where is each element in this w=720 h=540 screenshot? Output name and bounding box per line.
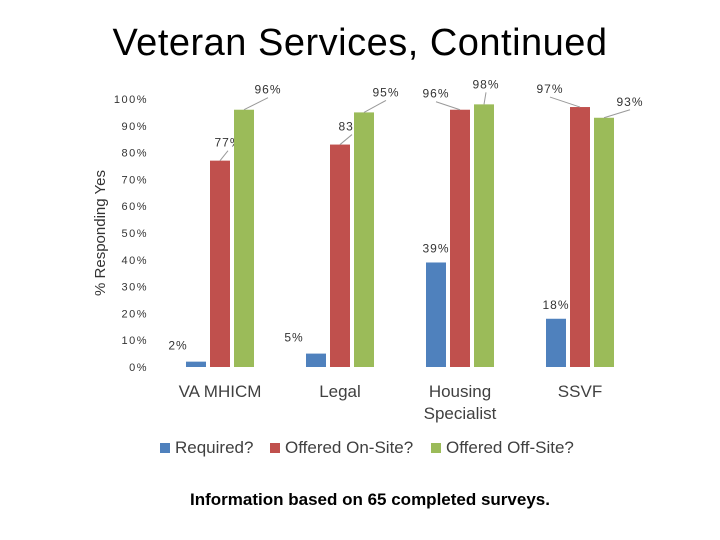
bar	[354, 112, 374, 368]
y-tick-label: 60%	[121, 201, 148, 213]
bar	[426, 262, 446, 367]
data-label: 96%	[254, 83, 281, 97]
bar	[234, 109, 254, 367]
category-label: Specialist	[424, 404, 497, 423]
label-leader	[243, 97, 269, 111]
data-label: 95%	[372, 85, 399, 99]
y-tick-label: 90%	[121, 121, 148, 133]
label-leader	[549, 96, 581, 108]
bar	[330, 144, 350, 367]
y-tick-label: 10%	[121, 335, 148, 347]
category-label: Housing	[429, 382, 491, 401]
y-tick-label: 80%	[121, 148, 148, 160]
label-leader	[363, 99, 387, 113]
legend-entry: Required?	[175, 438, 253, 457]
bar	[306, 353, 326, 367]
bar	[474, 104, 494, 368]
data-label: 98%	[472, 77, 499, 91]
legend-swatch	[270, 443, 280, 453]
footnote: Information based on 65 completed survey…	[190, 490, 550, 509]
label-leader	[339, 134, 353, 145]
category-label: Legal	[319, 382, 361, 401]
bar	[594, 117, 614, 367]
bar	[450, 109, 470, 367]
legend-swatch	[431, 443, 441, 453]
label-leader	[603, 109, 631, 119]
legend-entry: Offered Off-Site?	[446, 438, 574, 457]
y-tick-label: 40%	[121, 255, 148, 267]
bar	[570, 107, 590, 367]
y-tick-label: 70%	[121, 174, 148, 186]
data-label: 18%	[542, 298, 569, 312]
legend-swatch	[160, 443, 170, 453]
label-leader	[435, 101, 461, 111]
bar	[210, 160, 230, 367]
legend-entry: Offered On-Site?	[285, 438, 413, 457]
slide-title: Veteran Services, Continued	[112, 22, 608, 64]
bar	[546, 318, 566, 367]
data-label: 96%	[422, 87, 449, 101]
y-tick-label: 20%	[121, 308, 148, 320]
y-axis-title: % Responding Yes	[92, 170, 109, 296]
data-label: 93%	[616, 95, 643, 109]
data-label: 2%	[168, 339, 187, 353]
bar	[186, 361, 206, 367]
data-label: 5%	[284, 331, 303, 345]
label-leader	[219, 150, 229, 161]
y-tick-label: 30%	[121, 282, 148, 294]
data-label: 97%	[536, 82, 563, 96]
label-leader	[483, 92, 487, 105]
bar-chart: 0% 10% 20% 30% 40% 50% 60% 70% 80% 90% 100% % Respo…	[92, 77, 643, 457]
data-label: 39%	[422, 241, 449, 255]
y-tick-label: 0%	[129, 362, 148, 374]
y-tick-label: 100%	[114, 94, 148, 106]
category-label: VA MHICM	[179, 382, 262, 401]
category-label: SSVF	[558, 382, 602, 401]
y-tick-label: 50%	[121, 228, 148, 240]
